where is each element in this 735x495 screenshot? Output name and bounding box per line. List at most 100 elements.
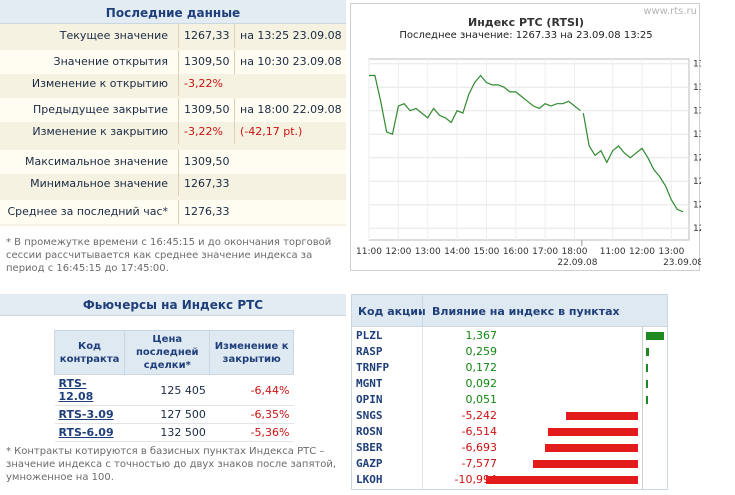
contract-change: -5,36% xyxy=(209,423,294,442)
row-extra: на 13:25 23.09.08 xyxy=(234,24,346,48)
x-tick-label: 12:00 xyxy=(385,247,411,257)
table-row: RTS-12.08 125 405 -6,44% xyxy=(54,374,294,406)
contract-link-rts-12-08[interactable]: RTS-12.08 xyxy=(58,377,94,403)
influence-value: 0,092 xyxy=(465,377,498,390)
watermark-text: www.rts.ru xyxy=(643,6,697,17)
row-label: Значение открытия xyxy=(53,55,168,68)
influence-value: 0,172 xyxy=(465,361,498,374)
col-contract-code: Код контракта xyxy=(53,330,126,375)
x-tick-label: 12:00 xyxy=(629,247,655,257)
col-change-to-close: Изменение к закрытию xyxy=(209,330,294,375)
futures-table: Код контракта Цена последней сделки* Изм… xyxy=(53,330,294,442)
row-label: Предыдущее закрытие xyxy=(32,103,168,116)
chart-title: Индекс РТС (RTSI) xyxy=(468,16,584,29)
x-tick-label: 11:00 xyxy=(600,247,626,257)
negative-bar xyxy=(545,444,638,452)
contract-change: -6,44% xyxy=(209,374,294,406)
row-label: Минимальное значение xyxy=(30,177,168,190)
x-tick-label: 14:00 xyxy=(444,247,470,257)
chart-subtitle: Последнее значение: 1267.33 на 23.09.08 … xyxy=(399,30,653,41)
table-row: RTS-6.09 132 500 -5,36% xyxy=(54,423,294,442)
row-value: -3,22% xyxy=(178,120,232,144)
y-tick-label: 1330 xyxy=(693,60,701,70)
row-value: 1267,33 xyxy=(178,172,232,196)
contract-link-rts-6-09[interactable]: RTS-6.09 xyxy=(58,426,114,439)
col-influence-points: Влияние на индекс в пунктах xyxy=(432,305,620,318)
x-tick-label: 16:00 xyxy=(503,247,529,257)
header-divider xyxy=(422,295,423,327)
last-data-row: Максимальное значение 1309,50 xyxy=(0,150,346,174)
row-label: Изменение к закрытию xyxy=(32,125,168,138)
y-tick-label: 1300 xyxy=(693,130,701,140)
stock-code: GAZP xyxy=(356,457,383,470)
row-value: 1267,33 xyxy=(178,24,232,48)
y-tick-label: 1260 xyxy=(693,224,701,234)
influence-value: 0,051 xyxy=(465,393,498,406)
contract-change: -6,35% xyxy=(209,405,294,424)
row-extra: (-42,17 pt.) xyxy=(234,120,346,144)
negative-bar xyxy=(566,412,638,420)
x-tick-label: 13:00 xyxy=(415,247,441,257)
influence-value: -6,693 xyxy=(461,441,497,454)
index-line-23.09.08 xyxy=(582,112,684,213)
row-label: Максимальное значение xyxy=(25,155,168,168)
influence-row: TRNFP 0,172 xyxy=(352,360,667,376)
last-data-row: Изменение к закрытию -3,22% (-42,17 pt.) xyxy=(0,120,346,144)
negative-bar xyxy=(548,428,638,436)
chart-plot: 1260127012801290130013101320133011:0012:… xyxy=(356,58,701,268)
last-data-title: Последние данные xyxy=(0,0,346,24)
last-data-row: Среднее за последний час* 1276,33 xyxy=(0,200,346,224)
rtsi-chart: www.rts.ru Индекс РТС (RTSI) Последнее з… xyxy=(350,3,701,271)
contract-price: 127 500 xyxy=(124,405,210,424)
stock-code: SNGS xyxy=(356,409,383,422)
contract-price: 132 500 xyxy=(124,423,210,442)
stock-code: MGNT xyxy=(356,377,383,390)
x-tick-label: 11:00 xyxy=(356,247,382,257)
last-data-row: Значение открытия 1309,50 на 10:30 23.09.0… xyxy=(0,50,346,74)
index-line-22.09.08 xyxy=(369,74,581,136)
row-label: Изменение к открытию xyxy=(31,77,168,90)
y-tick-label: 1270 xyxy=(693,201,701,211)
stock-code: OPIN xyxy=(356,393,383,406)
influence-row: RASP 0,259 xyxy=(352,344,667,360)
last-data-note: * В промежутке времени с 16:45:15 и до о… xyxy=(6,237,332,274)
row-value: 1309,50 xyxy=(178,50,232,74)
stock-code: LKOH xyxy=(356,473,383,486)
last-data-row: Предыдущее закрытие 1309,50 на 18:00 22.09… xyxy=(0,98,346,122)
row-value: 1276,33 xyxy=(178,200,232,224)
influence-value: -6,514 xyxy=(461,425,497,438)
row-value: 1309,50 xyxy=(178,150,232,174)
influence-row: ROSN -6,514 xyxy=(352,424,667,440)
x-tick-label: 18:00 xyxy=(562,247,588,257)
influence-row: GAZP -7,577 xyxy=(352,456,667,472)
positive-bar xyxy=(646,396,648,404)
last-data-row: Минимальное значение 1267,33 xyxy=(0,172,346,196)
stock-code: ROSN xyxy=(356,425,383,438)
y-tick-label: 1280 xyxy=(693,177,701,187)
y-tick-label: 1290 xyxy=(693,154,701,164)
row-value: 1309,50 xyxy=(178,98,232,122)
table-row: RTS-3.09 127 500 -6,35% xyxy=(54,405,294,424)
influence-row: LKOH -10,994 xyxy=(352,472,667,488)
futures-note: * Контракты котируются в базисных пункта… xyxy=(6,446,337,483)
y-tick-label: 1320 xyxy=(693,83,701,93)
positive-bar xyxy=(646,364,648,372)
influence-value: -5,242 xyxy=(461,409,497,422)
row-label: Текущее значение xyxy=(59,29,168,42)
positive-bar xyxy=(646,332,664,340)
futures-title: Фьючерсы на Индекс РТС xyxy=(0,294,346,316)
influence-row: SBER -6,693 xyxy=(352,440,667,456)
index-influence-table: Код акции Влияние на индекс в пунктах PL… xyxy=(351,294,668,490)
negative-bar xyxy=(533,460,638,468)
col-stock-code: Код акции xyxy=(358,305,426,318)
influence-row: PLZL 1,367 xyxy=(352,328,667,344)
date-label: 22.09.08 xyxy=(557,258,597,268)
date-label: 23.09.08 xyxy=(663,258,701,268)
row-value: -3,22% xyxy=(178,72,232,96)
col-last-price: Цена последней сделки* xyxy=(124,330,211,375)
column-divider xyxy=(422,327,423,489)
contract-link-rts-3-09[interactable]: RTS-3.09 xyxy=(58,408,114,421)
row-label: Среднее за последний час* xyxy=(7,205,169,218)
influence-row: OPIN 0,051 xyxy=(352,392,667,408)
negative-bar xyxy=(486,476,638,484)
